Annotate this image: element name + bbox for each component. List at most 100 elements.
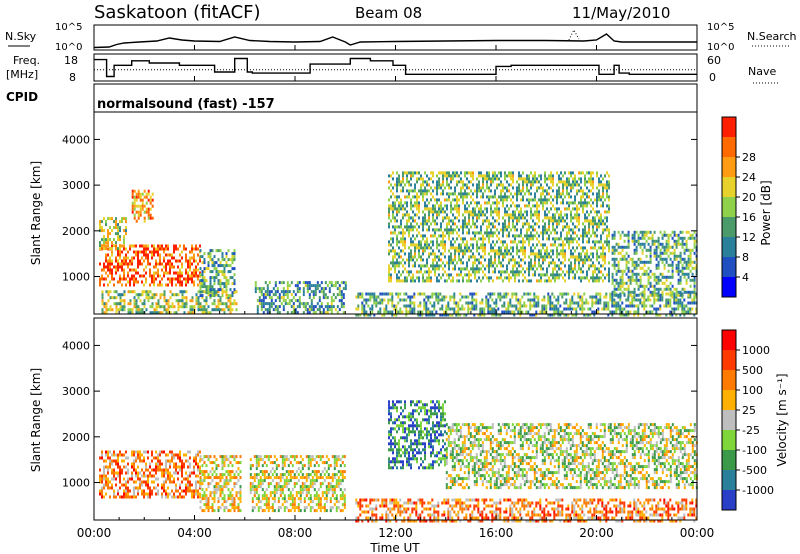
heatmap-cell bbox=[508, 234, 510, 238]
heatmap-cell bbox=[588, 189, 590, 193]
heatmap-cell bbox=[515, 307, 518, 311]
heatmap-cell bbox=[161, 483, 163, 487]
heatmap-cell bbox=[139, 480, 141, 484]
heatmap-cell bbox=[161, 268, 163, 272]
heatmap-cell bbox=[619, 313, 622, 317]
heatmap-cell bbox=[135, 495, 137, 499]
heatmap-cell bbox=[133, 492, 135, 496]
heatmap-cell bbox=[649, 236, 652, 240]
heatmap-cell bbox=[544, 273, 546, 277]
heatmap-cell bbox=[675, 295, 678, 299]
heatmap-cell bbox=[679, 293, 682, 297]
heatmap-cell bbox=[669, 233, 672, 237]
heatmap-cell bbox=[135, 277, 137, 281]
heatmap-cell bbox=[570, 174, 572, 178]
heatmap-cell bbox=[472, 207, 474, 211]
heatmap-cell bbox=[604, 186, 606, 190]
heatmap-cell bbox=[689, 278, 692, 282]
heatmap-cell bbox=[516, 207, 518, 211]
heatmap-cell bbox=[276, 287, 279, 291]
heatmap-cell bbox=[115, 495, 117, 499]
heatmap-cell bbox=[635, 281, 638, 285]
heatmap-cell bbox=[432, 174, 434, 178]
heatmap-cell bbox=[470, 255, 472, 259]
heatmap-cell bbox=[490, 264, 492, 268]
heatmap-cell bbox=[546, 252, 548, 256]
heatmap-cell bbox=[500, 276, 502, 280]
heatmap-cell bbox=[151, 204, 154, 208]
heatmap-cell bbox=[566, 240, 568, 244]
heatmap-cell bbox=[447, 301, 450, 305]
heatmap-cell bbox=[147, 244, 149, 248]
heatmap-cell bbox=[258, 296, 261, 300]
heatmap-cell bbox=[440, 186, 442, 190]
heatmap-cell bbox=[482, 237, 484, 241]
heatmap-cell bbox=[448, 276, 450, 280]
heatmap-cell bbox=[458, 192, 460, 196]
heatmap-cell bbox=[448, 261, 450, 265]
heatmap-cell bbox=[481, 298, 484, 302]
heatmap-cell bbox=[403, 304, 406, 308]
heatmap-cell bbox=[568, 240, 570, 244]
heatmap-cell bbox=[492, 177, 494, 181]
heatmap-cell bbox=[123, 271, 125, 275]
heatmap-cell bbox=[141, 244, 143, 248]
heatmap-cell bbox=[145, 271, 147, 275]
heatmap-cell bbox=[458, 279, 460, 283]
heatmap-cell bbox=[671, 269, 674, 273]
heatmap-cell bbox=[627, 304, 630, 308]
heatmap-cell bbox=[256, 308, 259, 312]
heatmap-cell bbox=[496, 183, 498, 187]
heatmap-cell bbox=[101, 229, 103, 233]
heatmap-cell bbox=[504, 249, 506, 253]
heatmap-cell bbox=[159, 450, 161, 454]
heatmap-cell bbox=[598, 222, 600, 226]
freq-tick-top: 18 bbox=[64, 54, 78, 67]
heatmap-cell bbox=[466, 171, 468, 175]
heatmap-cell bbox=[498, 171, 500, 175]
heatmap-cell bbox=[470, 243, 472, 247]
heatmap-cell bbox=[367, 292, 370, 296]
heatmap-cell bbox=[588, 264, 590, 268]
heatmap-cell bbox=[643, 298, 646, 302]
heatmap-cell bbox=[558, 243, 560, 247]
heatmap-cell bbox=[486, 231, 488, 235]
heatmap-cell bbox=[213, 261, 216, 265]
heatmap-cell bbox=[468, 213, 470, 217]
heatmap-cell bbox=[667, 248, 670, 252]
heatmap-cell bbox=[512, 270, 514, 274]
heatmap-cell bbox=[179, 244, 181, 248]
date-title: 11/May/2010 bbox=[572, 4, 670, 22]
heatmap-cell bbox=[292, 305, 295, 309]
heatmap-cell bbox=[574, 237, 576, 241]
heatmap-cell bbox=[657, 266, 660, 270]
heatmap-cell bbox=[121, 220, 123, 224]
heatmap-cell bbox=[687, 230, 690, 234]
heatmap-cell bbox=[183, 244, 185, 248]
heatmap-cell bbox=[99, 277, 101, 281]
heatmap-cell bbox=[105, 308, 108, 312]
heatmap-cell bbox=[486, 171, 488, 175]
heatmap-cell bbox=[133, 462, 135, 466]
heatmap-cell bbox=[324, 311, 327, 315]
heatmap-cell bbox=[631, 260, 634, 264]
heatmap-cell bbox=[410, 258, 412, 262]
heatmap-cell bbox=[466, 207, 468, 211]
heatmap-cell bbox=[217, 249, 220, 253]
heatmap-cell bbox=[506, 264, 508, 268]
heatmap-cell bbox=[183, 296, 186, 300]
heatmap-cell bbox=[490, 255, 492, 259]
heatmap-cell bbox=[604, 255, 606, 259]
heatmap-cell bbox=[367, 304, 370, 308]
heatmap-cell bbox=[147, 262, 149, 266]
heatmap-cell bbox=[326, 284, 329, 288]
heatmap-cell bbox=[472, 174, 474, 178]
heatmap-cell bbox=[629, 290, 632, 294]
heatmap-cell bbox=[402, 189, 404, 193]
heatmap-cell bbox=[607, 304, 610, 308]
heatmap-cell bbox=[278, 311, 281, 315]
heatmap-cell bbox=[312, 308, 315, 312]
heatmap-cell bbox=[480, 186, 482, 190]
heatmap-cell bbox=[615, 310, 618, 314]
heatmap-cell bbox=[681, 230, 684, 234]
